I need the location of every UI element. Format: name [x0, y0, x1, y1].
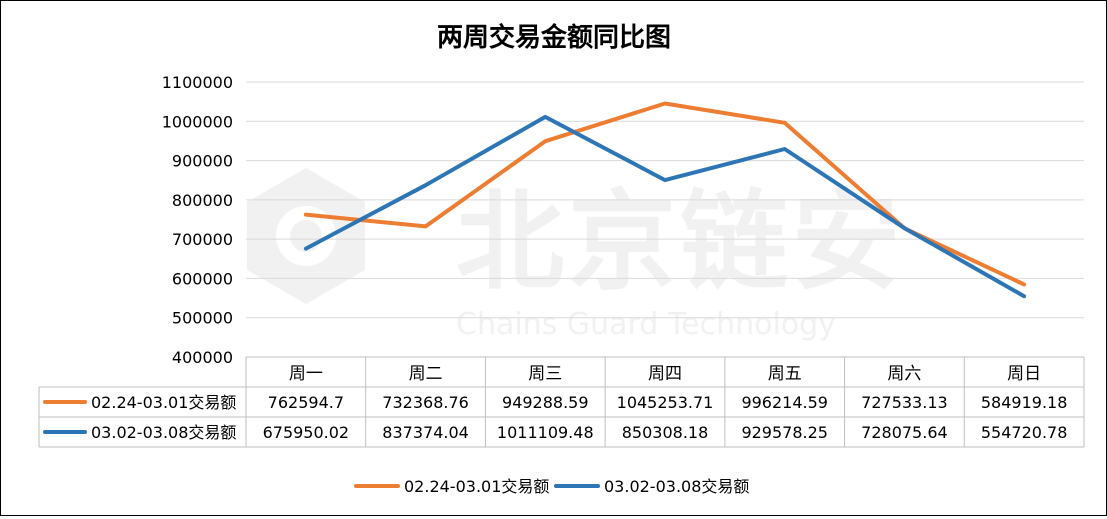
y-tick-label: 500000 — [172, 309, 233, 328]
data-label: 762594.7 — [268, 393, 344, 412]
watermark-cn: 北京链安 — [456, 180, 904, 305]
x-category-label: 周一 — [289, 364, 323, 384]
data-label: 584919.18 — [981, 393, 1068, 412]
y-axis: 400000 500000 600000 700000 800000 900000 1000… — [162, 73, 233, 367]
grid — [246, 81, 1084, 319]
data-table: 周一 周二 周三 周四 周五 周六 周日 02.24-03.01交易额 762594.7 7323… — [38, 356, 1085, 448]
watermark-en: Chains Guard Technology — [456, 307, 836, 342]
y-tick-label: 1000000 — [162, 112, 233, 131]
y-tick-label: 600000 — [172, 269, 233, 288]
data-label: 1045253.71 — [617, 393, 714, 412]
data-label: 732368.76 — [382, 393, 469, 412]
x-category-label: 周五 — [768, 364, 802, 384]
y-tick-label: 700000 — [172, 230, 233, 249]
legend-label-2: 03.02-03.08交易额 — [604, 477, 749, 496]
x-category-label: 周六 — [887, 364, 921, 384]
data-label: 929578.25 — [741, 423, 828, 442]
y-tick-label: 1100000 — [162, 73, 233, 92]
data-label: 1011109.48 — [497, 423, 594, 442]
data-label: 554720.78 — [981, 423, 1068, 442]
series-lines — [303, 101, 1027, 299]
series-line-2 — [303, 114, 1027, 299]
y-tick-label: 400000 — [172, 348, 233, 367]
watermark: 北京链安 Chains Guard Technology — [247, 168, 904, 342]
table-series-name: 03.02-03.08交易额 — [91, 423, 236, 442]
data-label: 850308.18 — [622, 423, 709, 442]
data-label: 675950.02 — [263, 423, 350, 442]
logo-mark — [247, 168, 365, 304]
y-tick-label: 800000 — [172, 191, 233, 210]
data-label: 837374.04 — [382, 423, 469, 442]
x-category-label: 周四 — [648, 364, 682, 384]
table-series-name: 02.24-03.01交易额 — [91, 393, 236, 412]
data-label: 728075.64 — [861, 423, 948, 442]
y-tick-label: 900000 — [172, 152, 233, 171]
legend-label-1: 02.24-03.01交易额 — [404, 477, 549, 496]
data-label: 727533.13 — [861, 393, 948, 412]
data-label: 996214.59 — [741, 393, 828, 412]
chart-title: 两周交易金额同比图 — [437, 22, 671, 53]
x-category-label: 周三 — [528, 364, 562, 384]
x-category-label: 周日 — [1007, 364, 1041, 384]
data-label: 949288.59 — [502, 393, 589, 412]
legend: 02.24-03.01交易额 03.02-03.08交易额 — [354, 477, 749, 496]
x-category-label: 周二 — [409, 364, 443, 384]
